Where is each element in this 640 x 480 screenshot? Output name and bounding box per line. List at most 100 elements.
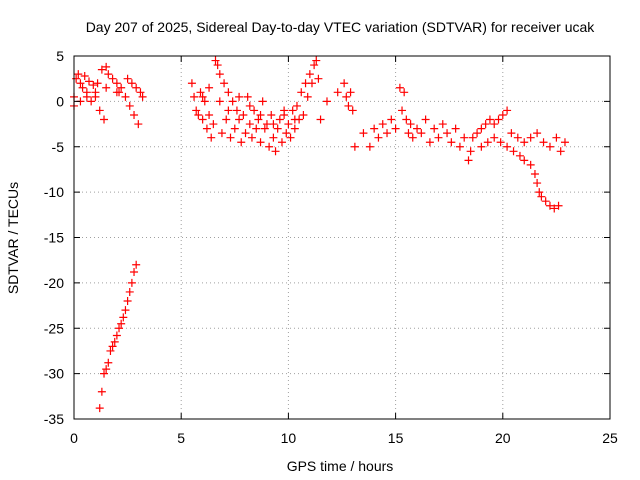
data-point: [87, 97, 96, 106]
data-point: [290, 115, 299, 124]
data-point: [447, 138, 456, 147]
data-point: [123, 297, 132, 306]
data-point: [194, 110, 203, 119]
x-axis-title: GPS time / hours: [287, 458, 394, 474]
data-point: [299, 110, 308, 119]
data-point: [443, 129, 452, 138]
data-point: [496, 138, 505, 147]
data-point: [127, 278, 136, 287]
data-point: [404, 129, 413, 138]
data-point: [258, 97, 267, 106]
data-point: [545, 142, 554, 151]
data-point: [78, 83, 87, 92]
data-point: [72, 74, 81, 83]
data-point: [413, 124, 422, 133]
data-point: [537, 192, 546, 201]
data-point: [533, 179, 542, 188]
data-point: [121, 92, 130, 101]
y-tick-label: -20: [44, 275, 64, 291]
data-point: [292, 101, 301, 110]
x-tick-label: 10: [281, 430, 297, 446]
data-point: [485, 115, 494, 124]
data-point: [520, 156, 529, 165]
data-point: [554, 201, 563, 210]
data-point: [550, 204, 559, 213]
data-point: [104, 70, 113, 79]
y-tick-labels: 5 0 -5 -10 -15 -20 -25 -30 -35: [44, 48, 64, 427]
data-point: [187, 79, 196, 88]
y-tick-label: -5: [52, 139, 65, 155]
data-point: [539, 138, 548, 147]
data-point: [110, 337, 119, 346]
data-point: [260, 124, 269, 133]
data-point: [102, 83, 111, 92]
data-point: [282, 129, 291, 138]
data-point: [498, 110, 507, 119]
data-point: [108, 342, 117, 351]
data-point: [192, 106, 201, 115]
data-point: [312, 56, 321, 65]
data-point: [80, 71, 89, 80]
data-point: [391, 124, 400, 133]
data-point: [408, 133, 417, 142]
data-point: [250, 106, 259, 115]
data-point: [226, 133, 235, 142]
data-point: [520, 138, 529, 147]
data-point: [494, 115, 503, 124]
data-point: [215, 97, 224, 106]
data-point: [398, 106, 407, 115]
data-point: [123, 74, 132, 83]
x-tick-label: 0: [70, 430, 78, 446]
data-point: [237, 138, 246, 147]
data-point: [503, 142, 512, 151]
data-point: [132, 260, 141, 269]
data-point: [108, 74, 117, 83]
data-point: [115, 324, 124, 333]
data-point: [247, 133, 256, 142]
data-point: [348, 106, 357, 115]
data-point: [205, 83, 214, 92]
data-point: [200, 97, 209, 106]
data-point: [530, 169, 539, 178]
data-point: [333, 88, 342, 97]
data-point: [217, 129, 226, 138]
data-point: [350, 142, 359, 151]
data-point: [112, 88, 121, 97]
data-point: [136, 88, 145, 97]
data-point: [359, 129, 368, 138]
data-point: [269, 133, 278, 142]
data-point: [265, 142, 274, 151]
data-point: [303, 92, 312, 101]
data-point: [378, 120, 387, 129]
data-point: [438, 120, 447, 129]
data-point: [230, 124, 239, 133]
data-point: [342, 92, 351, 101]
data-point: [95, 404, 104, 413]
data-point: [254, 115, 263, 124]
data-point: [100, 369, 109, 378]
data-point: [190, 92, 199, 101]
data-point: [526, 133, 535, 142]
data-point: [560, 138, 569, 147]
data-point: [102, 365, 111, 374]
x-tick-label: 25: [602, 430, 618, 446]
data-point: [273, 124, 282, 133]
data-point: [100, 115, 109, 124]
data-point: [307, 79, 316, 88]
data-point: [395, 83, 404, 92]
data-point: [198, 92, 207, 101]
data-point: [232, 106, 241, 115]
data-point: [127, 79, 136, 88]
data-point: [224, 88, 233, 97]
data-point: [374, 133, 383, 142]
data-point: [346, 88, 355, 97]
data-point: [556, 147, 565, 156]
data-point: [284, 120, 293, 129]
y-tick-label: -15: [44, 230, 64, 246]
data-point: [267, 110, 276, 119]
data-point: [196, 88, 205, 97]
data-point: [235, 115, 244, 124]
data-point: [297, 88, 306, 97]
data-point: [252, 124, 261, 133]
